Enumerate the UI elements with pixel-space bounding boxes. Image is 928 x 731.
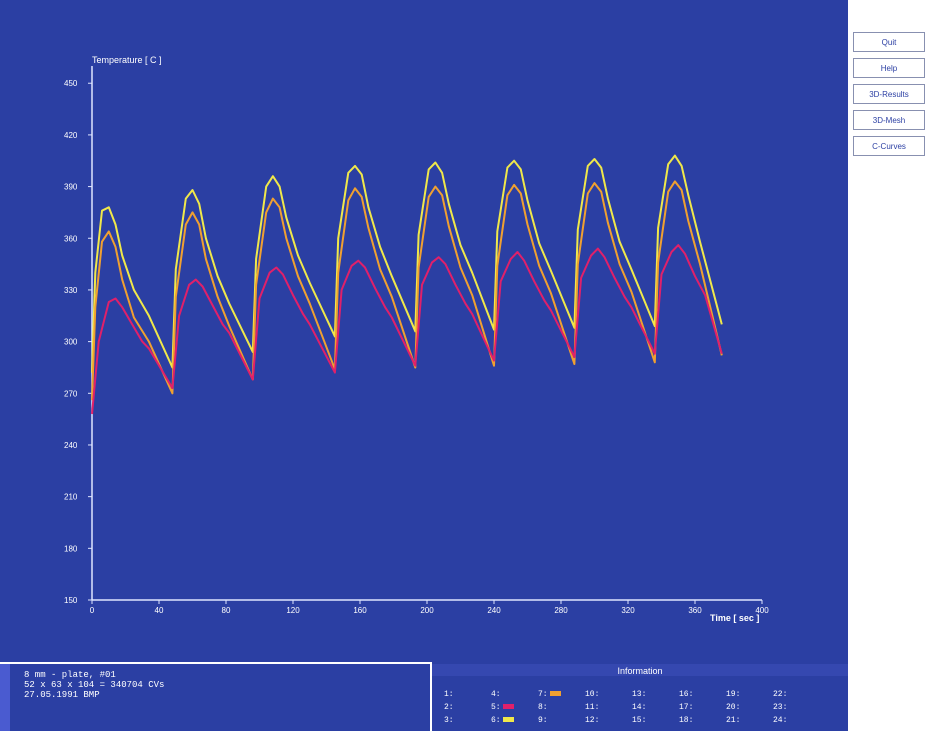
y-tick-label: 180 [64,544,78,553]
info-entry-label: 14: [632,703,647,712]
chart-series [91,154,723,415]
status-line-grid: 52 x 63 x 104 = 340704 CVs [24,680,165,690]
info-entry-label: 17: [679,703,694,712]
information-title: Information [617,666,663,676]
info-entry: 21: [726,716,740,725]
info-entry: 16: [679,690,693,699]
series-line-1 [91,154,723,373]
status-accent-bar [0,664,10,731]
info-entry: 1: [444,690,454,699]
info-entry: 19: [726,690,740,699]
3d-mesh-button[interactable]: 3D-Mesh [853,110,925,130]
info-entry-label: 15: [632,716,647,725]
info-entry: 5: [491,703,514,712]
x-tick-label: 120 [286,606,300,615]
info-entry: 2: [444,703,454,712]
series-line-2 [91,180,723,401]
y-tick-label: 360 [64,234,78,243]
y-tick-label: 210 [64,493,78,502]
info-entry: 14: [632,703,646,712]
help-button[interactable]: Help [853,58,925,78]
info-entry-label: 23: [773,703,788,712]
status-line-date: 27.05.1991 BMP [24,690,100,700]
info-entry-label: 24: [773,716,788,725]
info-entry: 15: [632,716,646,725]
information-panel: Information 1: 2: 3: 4: 5: 6: 7: 8: 9: 10: 11: 12: 1… [432,662,848,731]
3d-results-button[interactable]: 3D-Results [853,84,925,104]
info-entry-swatch [502,704,514,710]
info-entry-label: 12: [585,716,600,725]
x-tick-label: 320 [621,606,635,615]
info-entry-label: 9: [538,716,548,725]
plot-panel: 150 180 210 240 270 300 330 360 390 420 450 0 40 80 12… [0,0,848,662]
info-entry: 17: [679,703,693,712]
info-entry: 13: [632,690,646,699]
info-entry: 11: [585,703,599,712]
info-entry-label: 16: [679,690,694,699]
info-entry-label: 7: [538,690,548,699]
information-title-bar [432,664,848,676]
info-entry-label: 11: [585,703,600,712]
info-entry: 7: [538,690,561,699]
y-tick-label: 240 [64,441,78,450]
info-entry-label: 2: [444,703,454,712]
status-panel: 8 mm - plate, #01 52 x 63 x 104 = 340704… [10,664,430,731]
info-entry: 23: [773,703,787,712]
info-entry-label: 10: [585,690,600,699]
x-tick-label: 40 [155,606,164,615]
info-entry-label: 6: [491,716,501,725]
x-axis-label: Time [ sec ] [710,613,759,623]
info-entry: 10: [585,690,599,699]
info-entry: 6: [491,716,514,725]
x-tick-label: 80 [222,606,231,615]
app-title: MAGMApost [852,12,904,22]
info-entry-label: 20: [726,703,741,712]
y-tick-label: 390 [64,183,78,192]
info-entry-label: 4: [491,690,501,699]
info-entry-label: 18: [679,716,694,725]
y-axis-label: Temperature [ C ] [92,55,162,65]
info-entry-label: 21: [726,716,741,725]
info-entry: 3: [444,716,454,725]
x-tick-label: 200 [420,606,434,615]
info-entry: 18: [679,716,693,725]
info-entry-label: 5: [491,703,501,712]
y-tick-label: 270 [64,389,78,398]
temperature-chart: 150 180 210 240 270 300 330 360 390 420 450 0 40 80 12… [64,55,769,623]
y-tick-label: 150 [64,596,78,605]
series-line-3 [91,244,723,415]
info-entry-swatch [502,717,514,723]
info-entry: 9: [538,716,548,725]
chart-ticks: 150 180 210 240 270 300 330 360 390 420 450 0 40 80 12… [64,79,769,615]
y-tick-label: 450 [64,79,78,88]
info-entry-label: 1: [444,690,454,699]
info-entry-swatch [549,691,561,697]
c-curves-button[interactable]: C-Curves [853,136,925,156]
info-entry: 22: [773,690,787,699]
y-tick-label: 420 [64,131,78,140]
info-entry: 12: [585,716,599,725]
info-entry-label: 8: [538,703,548,712]
status-line-model: 8 mm - plate, #01 [24,670,116,680]
x-tick-label: 160 [353,606,367,615]
quit-button[interactable]: Quit [853,32,925,52]
info-entry-label: 19: [726,690,741,699]
x-tick-label: 360 [688,606,702,615]
x-tick-label: 400 [755,606,769,615]
info-entry: 8: [538,703,548,712]
x-tick-label: 280 [554,606,568,615]
info-entry: 20: [726,703,740,712]
x-tick-label: 240 [487,606,501,615]
info-entry-label: 22: [773,690,788,699]
info-entry: 4: [491,690,501,699]
y-tick-label: 330 [64,286,78,295]
info-entry: 24: [773,716,787,725]
info-entry-label: 13: [632,690,647,699]
x-tick-label: 0 [90,606,95,615]
chart-axes [91,66,762,601]
info-entry-label: 3: [444,716,454,725]
y-tick-label: 300 [64,338,78,347]
